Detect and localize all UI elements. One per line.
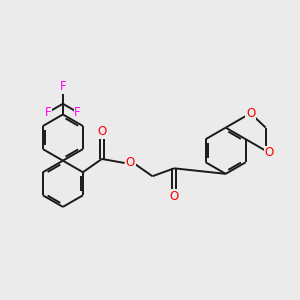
Text: F: F (74, 106, 81, 119)
Text: O: O (169, 190, 179, 202)
Text: O: O (97, 125, 106, 138)
Text: F: F (45, 106, 51, 119)
Text: F: F (60, 80, 66, 93)
Text: O: O (246, 107, 255, 120)
Text: O: O (265, 146, 274, 159)
Text: O: O (126, 157, 135, 169)
